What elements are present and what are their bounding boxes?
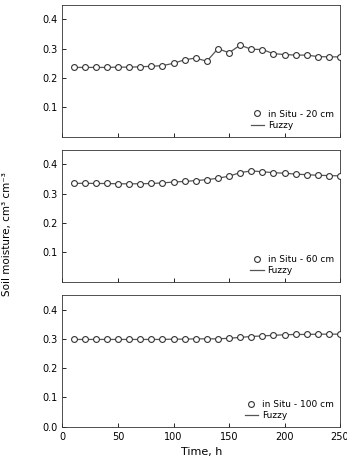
X-axis label: Time, h: Time, h [180, 447, 222, 457]
Legend: in Situ - 60 cm, Fuzzy: in Situ - 60 cm, Fuzzy [249, 253, 336, 277]
Text: Soil moisture, cm³ cm⁻³: Soil moisture, cm³ cm⁻³ [2, 173, 12, 296]
Legend: in Situ - 20 cm, Fuzzy: in Situ - 20 cm, Fuzzy [249, 108, 336, 132]
Legend: in Situ - 100 cm, Fuzzy: in Situ - 100 cm, Fuzzy [243, 398, 336, 422]
